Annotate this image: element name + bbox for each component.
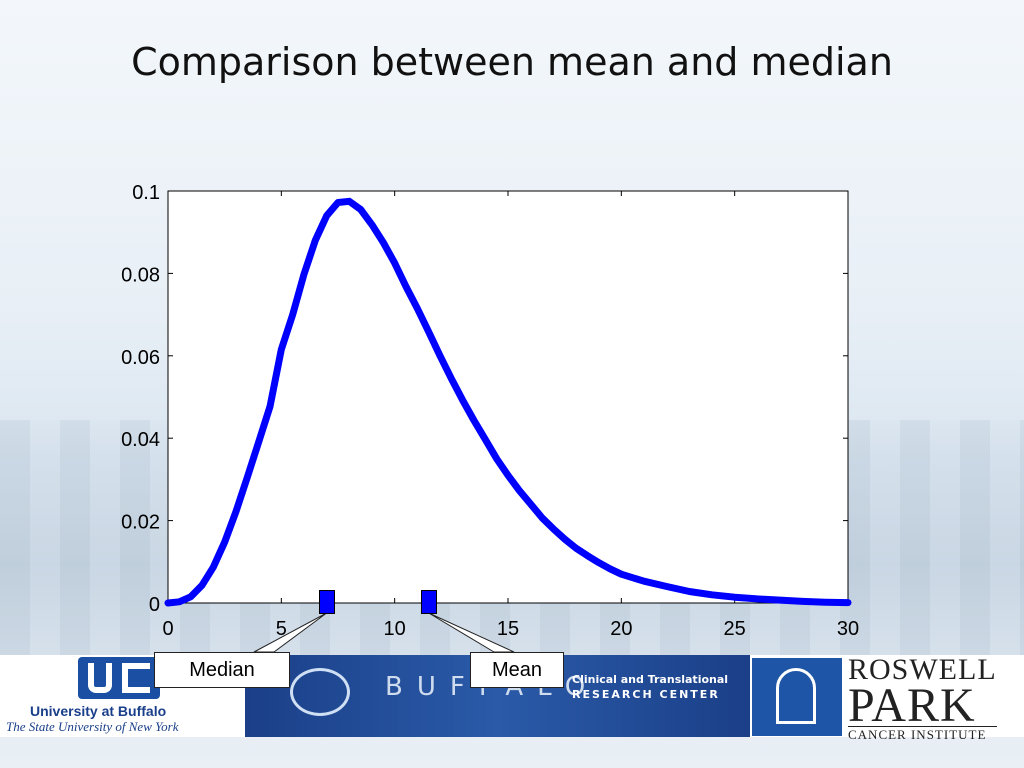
rp-line1: ROSWELL — [848, 653, 997, 686]
ub-name: University at Buffalo — [30, 703, 167, 719]
plot-area — [167, 190, 849, 604]
rp-line2: PARK — [848, 679, 976, 732]
x-tick-label: 20 — [610, 618, 632, 640]
y-tick-label: 0 — [149, 594, 160, 616]
x-tick-label: 25 — [724, 618, 746, 640]
y-tick-label: 0.08 — [121, 264, 160, 286]
x-tick-label: 5 — [276, 618, 287, 640]
density-curve — [164, 197, 852, 607]
x-tick-label: 30 — [837, 618, 859, 640]
dna-helix-icon — [290, 668, 350, 716]
y-tick-label: 0.1 — [132, 182, 160, 204]
median-callout: Median — [154, 652, 290, 688]
roswell-park-building-icon — [752, 658, 842, 736]
y-tick-label: 0.06 — [121, 347, 160, 369]
slide-title: Comparison between mean and median — [131, 40, 893, 84]
mean-marker — [420, 590, 437, 614]
ub-logo-icon — [78, 657, 160, 699]
x-tick-label: 15 — [497, 618, 519, 640]
ub-logo-block: University at Buffalo The State Universi… — [0, 655, 245, 737]
x-tick-label: 0 — [162, 618, 173, 640]
ctrc-line1: Clinical and Translational — [572, 673, 729, 686]
x-tick-label: 10 — [384, 618, 406, 640]
median-marker — [318, 590, 335, 614]
ub-tagline: The State University of New York — [6, 719, 179, 734]
ctrc-line2: RESEARCH CENTER — [572, 688, 720, 701]
roswell-park-wordmark: ROSWELL PARK CANCER INSTITUTE — [848, 654, 997, 743]
y-tick-label: 0.04 — [121, 429, 160, 451]
y-tick-label: 0.02 — [121, 512, 160, 534]
rp-line3: CANCER INSTITUTE — [848, 726, 997, 743]
mean-callout: Mean — [470, 652, 564, 688]
ctrc-wordmark: Clinical and Translational RESEARCH CENT… — [572, 672, 728, 702]
